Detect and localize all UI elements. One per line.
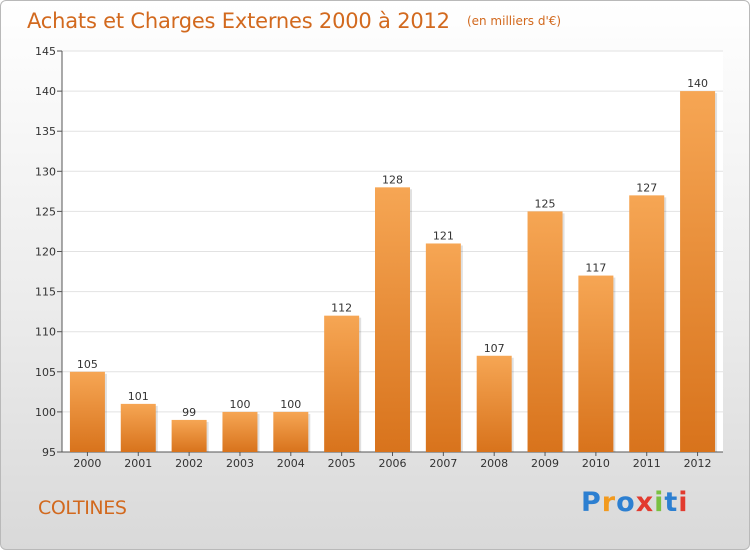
data-label-2004: 100 — [280, 398, 301, 411]
y-tick-label: 120 — [35, 246, 56, 259]
data-label-2007: 121 — [433, 229, 454, 242]
data-label-2008: 107 — [484, 342, 505, 355]
y-tick-label: 105 — [35, 366, 56, 379]
x-tick-label-2005: 2005 — [328, 457, 356, 470]
chart-unit: (en milliers d'€) — [466, 14, 562, 28]
data-label-2012: 140 — [687, 77, 708, 90]
y-tick-label: 110 — [35, 326, 56, 339]
y-tick-label: 140 — [35, 85, 56, 98]
data-label-2001: 101 — [128, 390, 149, 403]
proxiti-logo[interactable]: Proxiti — [581, 487, 689, 518]
bar-2004 — [273, 411, 309, 452]
y-tick-label: 125 — [35, 205, 56, 218]
y-tick-label: 115 — [35, 286, 56, 299]
x-tick-label-2006: 2006 — [379, 457, 407, 470]
x-tick-label-2012: 2012 — [684, 457, 712, 470]
data-label-2002: 99 — [182, 406, 196, 419]
bar-2009 — [527, 211, 563, 452]
y-tick-label: 130 — [35, 165, 56, 178]
data-label-2011: 127 — [636, 181, 657, 194]
data-label-2010: 117 — [585, 262, 606, 275]
tick-labels: 95 100 105 110 115 120 125 130 135 140 145 2000 2001… — [35, 45, 712, 470]
bar-2003 — [222, 411, 258, 452]
bar-2000 — [69, 371, 105, 452]
x-tick-label-2007: 2007 — [429, 457, 457, 470]
y-tick-label: 145 — [35, 45, 56, 58]
bars — [69, 91, 718, 453]
x-tick-label-2011: 2011 — [633, 457, 661, 470]
bar-2005 — [324, 315, 360, 452]
bar-2008 — [476, 355, 512, 452]
chart-title: Achats et Charges Externes 2000 à 2012 — [27, 9, 450, 33]
x-tick-label-2003: 2003 — [226, 457, 254, 470]
data-label-2003: 100 — [229, 398, 250, 411]
bar-2011 — [629, 195, 665, 453]
bar-2002 — [171, 419, 207, 452]
commune-name: COLTINES — [38, 497, 127, 519]
data-label-2009: 125 — [535, 197, 556, 210]
data-label-2000: 105 — [77, 358, 98, 371]
y-tick-label: 100 — [35, 406, 56, 419]
x-tick-label-2002: 2002 — [175, 457, 203, 470]
data-label-2005: 112 — [331, 302, 352, 315]
x-tick-label-2008: 2008 — [480, 457, 508, 470]
bar-2001 — [120, 403, 156, 452]
bar-2007 — [425, 243, 461, 452]
y-tick-label: 95 — [42, 446, 56, 459]
bar-2006 — [375, 187, 410, 452]
x-tick-label-2000: 2000 — [73, 457, 101, 470]
x-tick-label-2010: 2010 — [582, 457, 610, 470]
x-tick-label-2004: 2004 — [277, 457, 305, 470]
data-labels: 105 101 99 100 100 112 128 121 107 125 117 127 140 — [77, 77, 708, 419]
x-tick-label-2001: 2001 — [124, 457, 152, 470]
bar-2012 — [680, 91, 716, 452]
y-tick-label: 135 — [35, 125, 56, 138]
data-label-2006: 128 — [382, 173, 403, 186]
chart-title-block: Achats et Charges Externes 2000 à 2012 (… — [27, 9, 561, 33]
bar-2010 — [578, 275, 614, 452]
x-tick-label-2009: 2009 — [531, 457, 559, 470]
